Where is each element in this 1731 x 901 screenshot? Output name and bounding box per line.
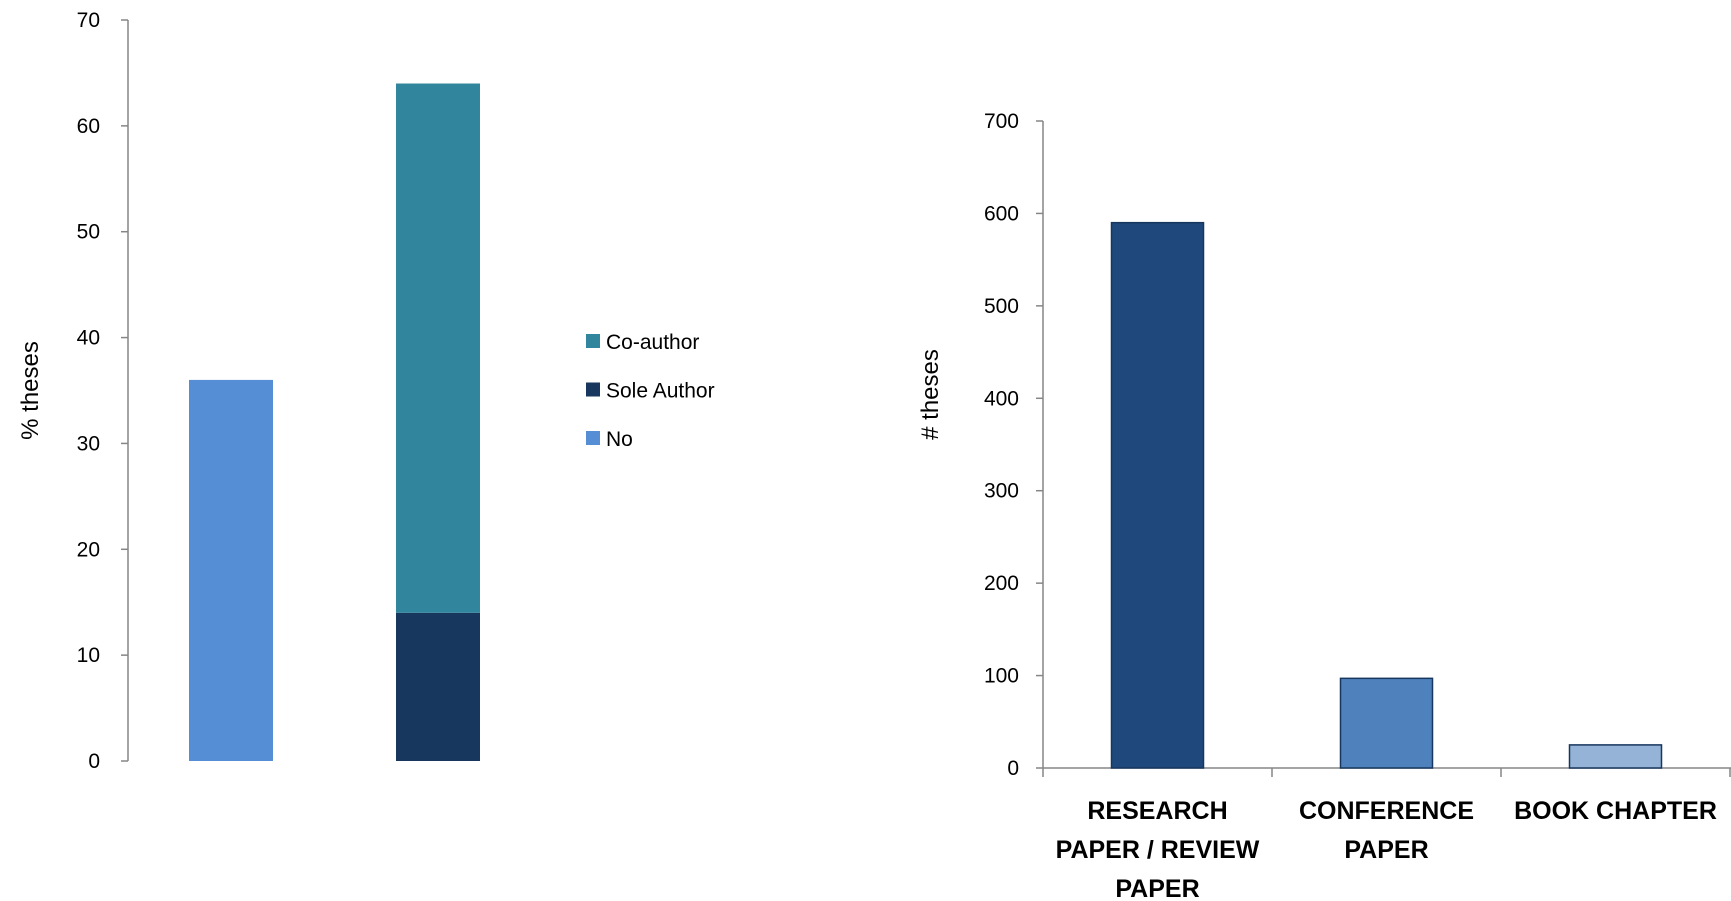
bar-2 [1339, 677, 1434, 769]
y-tick-label: 200 [984, 572, 1019, 595]
y-tick-label: 60 [77, 115, 100, 138]
bar-no [189, 379, 273, 761]
left-stacked-bar-chart: 0 10 20 30 40 50 60 70 % theses Co-author Sole Aut… [17, 9, 715, 773]
y-tick-label: 40 [77, 327, 100, 350]
y-tick-label: 10 [77, 644, 100, 667]
x-category-label: BOOK CHAPTER [1514, 797, 1717, 825]
right-bar-chart: 0 100 200 300 400 500 600 700 # theses RESEARCH PA… [917, 110, 1731, 901]
legend-swatch [586, 431, 600, 445]
legend-label: Sole Author [606, 380, 715, 403]
bar-sole-author [396, 612, 480, 761]
legend-label: No [606, 428, 633, 451]
legend-label: Co-author [606, 331, 699, 354]
y-tick-label: 400 [984, 387, 1019, 410]
y-tick-label: 500 [984, 295, 1019, 318]
y-tick-label: 700 [984, 110, 1019, 133]
y-tick-label: 100 [984, 665, 1019, 688]
y-tick-label: 20 [77, 538, 100, 561]
x-category-label: RESEARCH PAPER / REVIEW PAPER [1056, 797, 1260, 901]
x-category-label: CONFERENCE PAPER [1299, 797, 1474, 864]
y-tick-label: 30 [77, 432, 100, 455]
legend-swatch [586, 382, 600, 397]
legend-swatch [586, 334, 600, 348]
y-tick-label: 0 [88, 750, 100, 773]
y-tick-label: 600 [984, 202, 1019, 225]
bar-co-author [396, 83, 480, 613]
y-axis-title: # theses [917, 349, 944, 440]
y-tick-label: 0 [1007, 757, 1019, 780]
bar-1 [1110, 221, 1205, 769]
y-tick-label: 70 [77, 9, 100, 32]
bar-3 [1568, 744, 1663, 769]
y-axis-title: % theses [17, 341, 44, 440]
y-tick-label: 50 [77, 221, 100, 244]
y-tick-label: 300 [984, 480, 1019, 503]
